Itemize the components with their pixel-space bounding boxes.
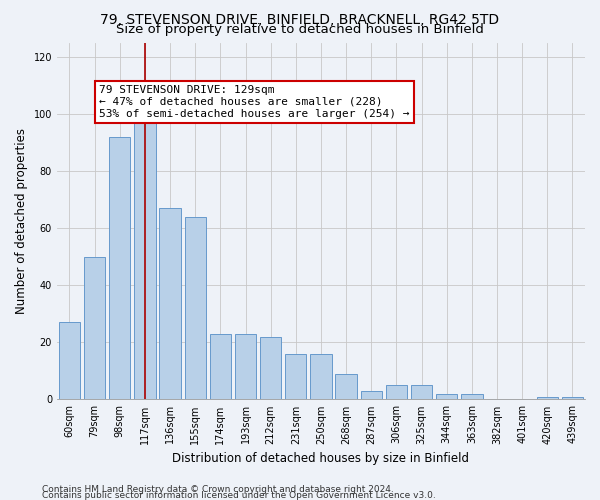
Text: Contains HM Land Registry data © Crown copyright and database right 2024.: Contains HM Land Registry data © Crown c… [42, 484, 394, 494]
Bar [335, 374, 357, 400]
Bar [134, 122, 155, 400]
Y-axis label: Number of detached properties: Number of detached properties [15, 128, 28, 314]
Bar [436, 394, 457, 400]
Bar [59, 322, 80, 400]
Bar [285, 354, 307, 400]
Bar [461, 394, 482, 400]
Bar [310, 354, 332, 400]
Bar [260, 336, 281, 400]
Text: Contains public sector information licensed under the Open Government Licence v3: Contains public sector information licen… [42, 490, 436, 500]
Text: 79 STEVENSON DRIVE: 129sqm
← 47% of detached houses are smaller (228)
53% of sem: 79 STEVENSON DRIVE: 129sqm ← 47% of deta… [99, 86, 410, 118]
Bar [386, 385, 407, 400]
Bar [361, 391, 382, 400]
X-axis label: Distribution of detached houses by size in Binfield: Distribution of detached houses by size … [172, 452, 469, 465]
Bar [536, 396, 558, 400]
Bar [562, 396, 583, 400]
Bar [160, 208, 181, 400]
Text: Size of property relative to detached houses in Binfield: Size of property relative to detached ho… [116, 22, 484, 36]
Text: 79, STEVENSON DRIVE, BINFIELD, BRACKNELL, RG42 5TD: 79, STEVENSON DRIVE, BINFIELD, BRACKNELL… [100, 12, 500, 26]
Bar [109, 136, 130, 400]
Bar [235, 334, 256, 400]
Bar [185, 216, 206, 400]
Bar [209, 334, 231, 400]
Bar [411, 385, 432, 400]
Bar [84, 256, 106, 400]
